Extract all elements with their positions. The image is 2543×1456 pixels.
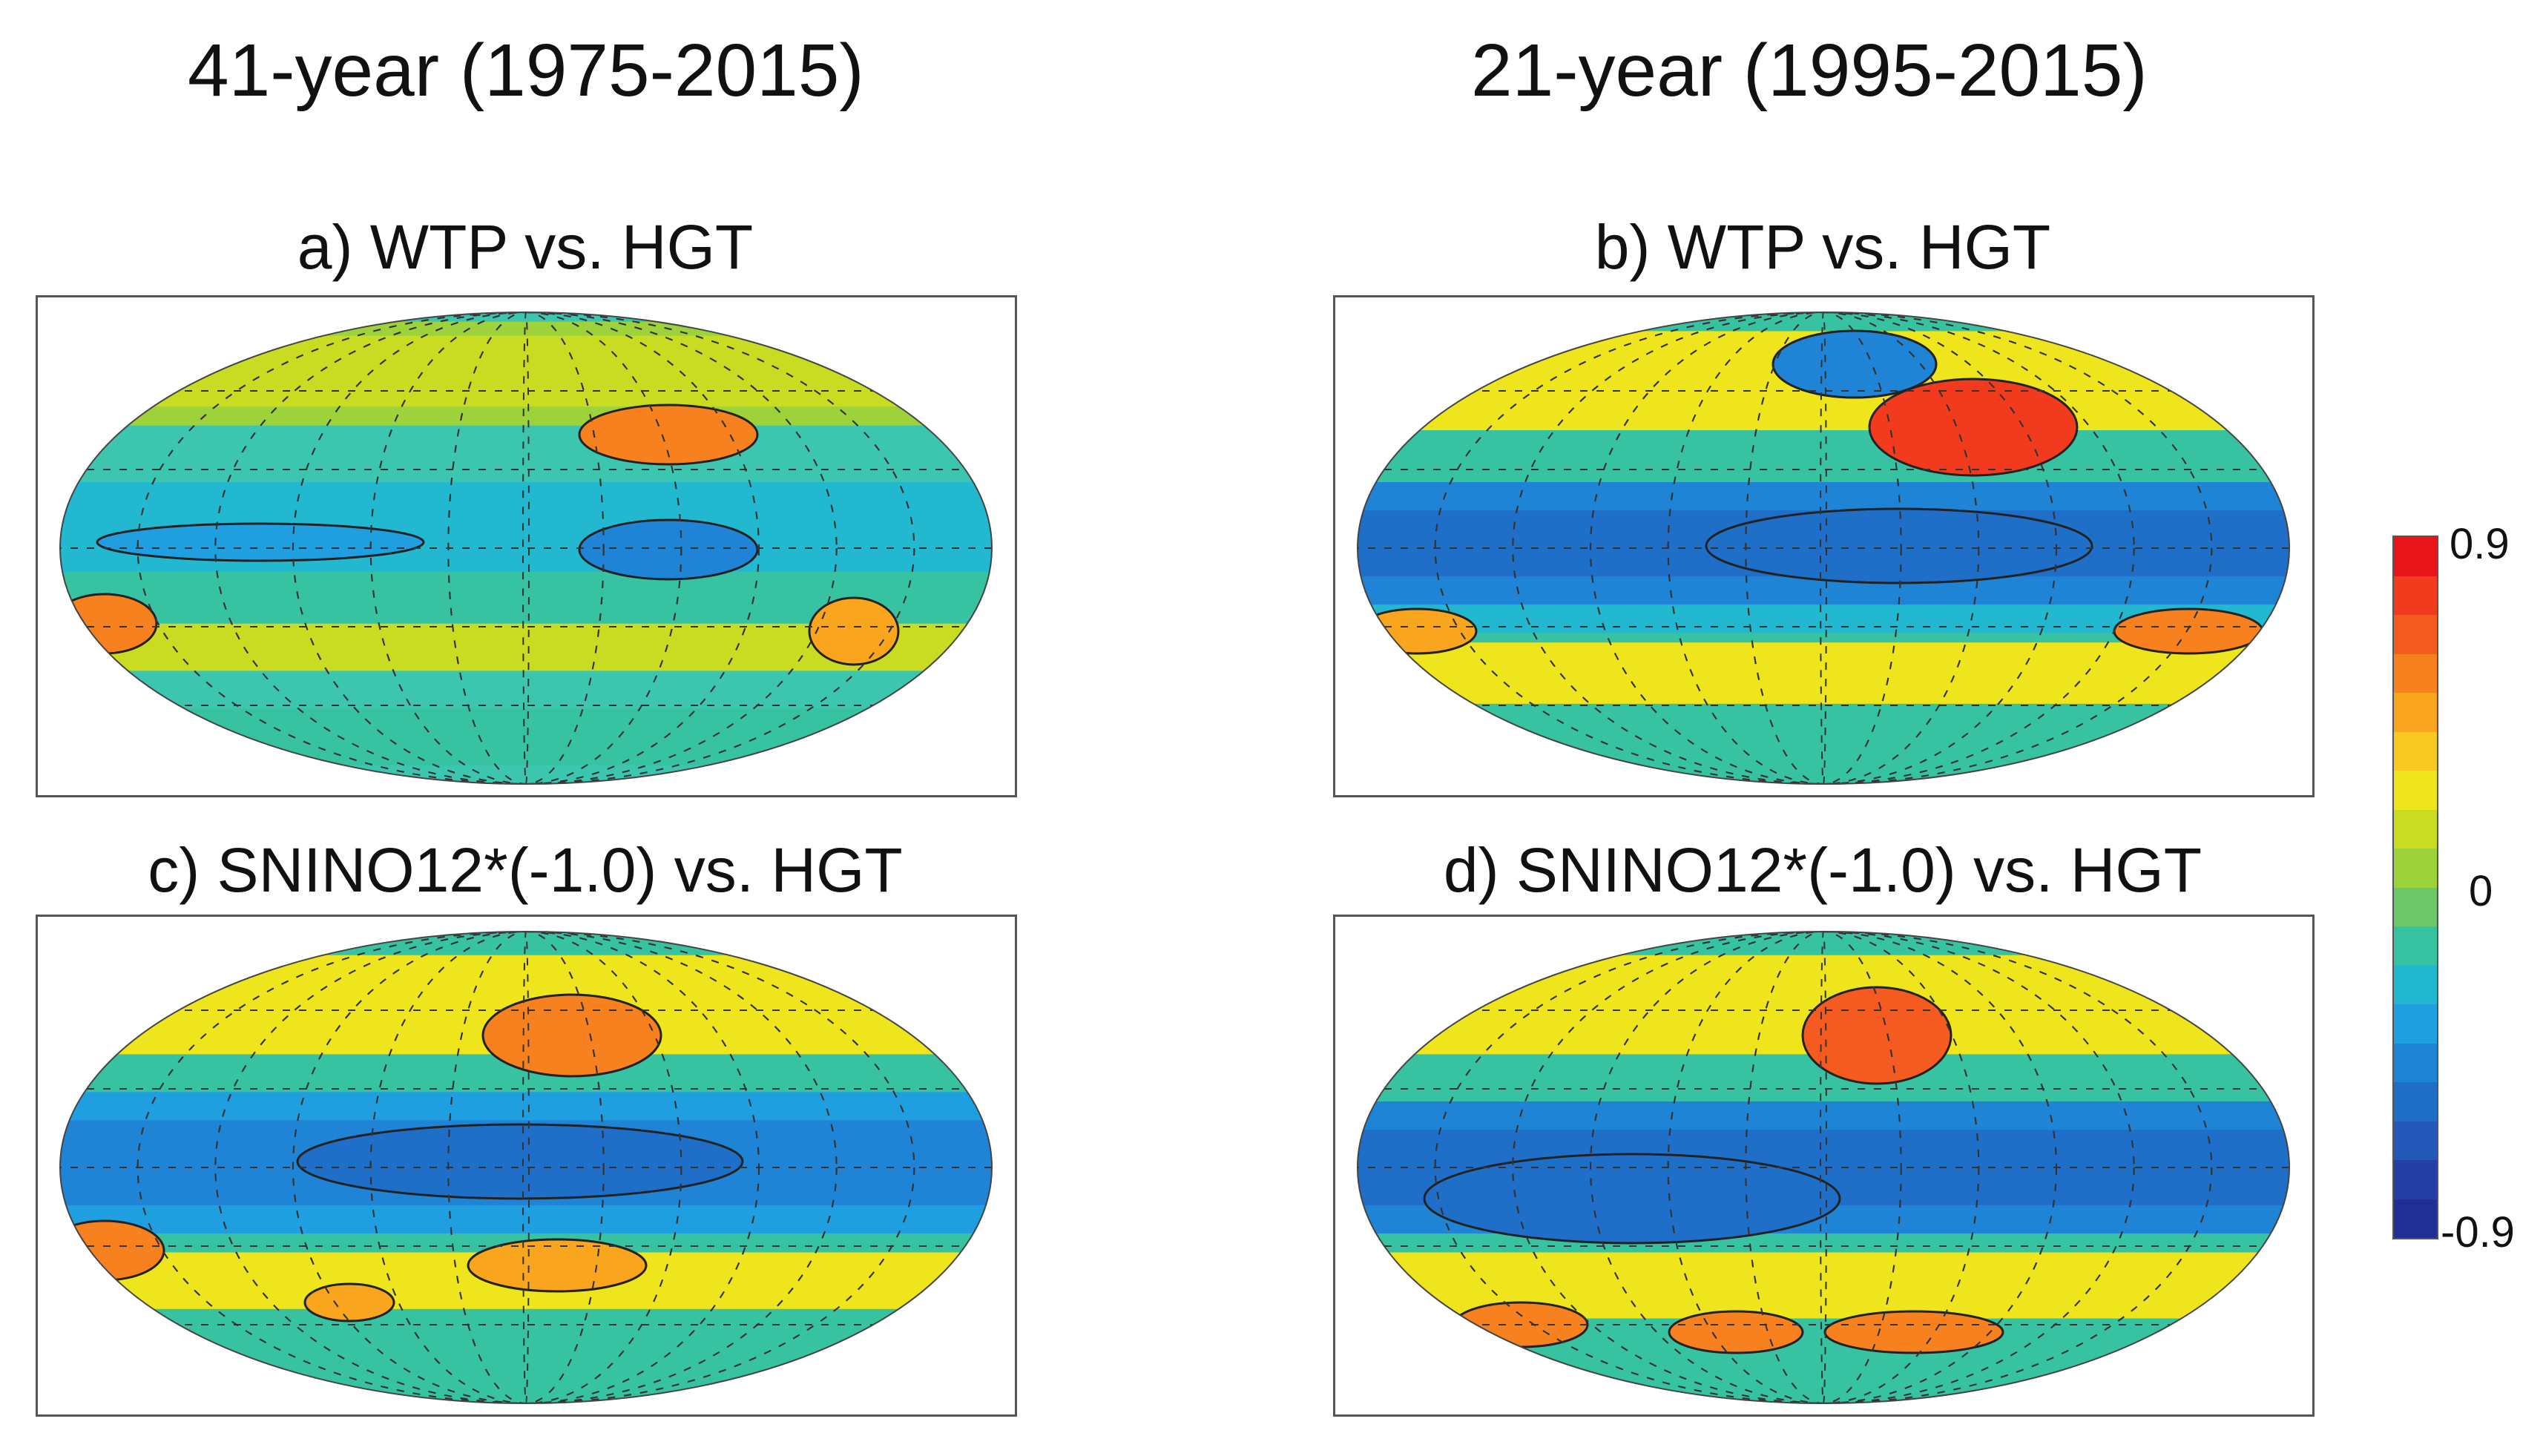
map-meridian (447, 312, 605, 784)
colorbar-segment (2394, 576, 2437, 615)
map-field (1358, 312, 2289, 784)
colorbar-segment (2394, 887, 2437, 926)
colorbar-segment (2394, 615, 2437, 654)
colorbar-segment (2394, 809, 2437, 849)
map-meridian (1590, 932, 2057, 1403)
map-band (1358, 717, 2289, 775)
map-anomaly (2113, 607, 2264, 655)
colorbar-segment (2394, 653, 2437, 693)
panel-title-b: b) WTP vs. HGT (1594, 212, 2051, 282)
panel-title-d: d) SNINO12*(-1.0) vs. HGT (1443, 835, 2202, 905)
map-field (1358, 932, 2289, 1403)
map-meridian (522, 312, 530, 784)
map-anomaly (467, 1238, 648, 1293)
map-meridian (369, 932, 682, 1403)
map-anomaly (2172, 689, 2279, 737)
panel-title-a: a) WTP vs. HGT (297, 212, 754, 282)
map-anomaly (1358, 607, 1478, 655)
colorbar-segment (2394, 1043, 2437, 1082)
map-meridian (1590, 312, 2057, 784)
colorbar-segment (2394, 771, 2437, 810)
map-band (60, 1337, 992, 1394)
map-band (1358, 1337, 2289, 1394)
colorbar-segment (2394, 926, 2437, 966)
map-anomaly (1823, 1310, 2004, 1354)
map-b (1357, 312, 2290, 785)
colorbar-min-label: -0.9 (2441, 1208, 2515, 1256)
map-c (59, 931, 993, 1404)
colorbar-segment (2394, 1121, 2437, 1160)
map-projection-frame (1357, 312, 2290, 785)
map-anomaly (60, 1219, 165, 1282)
map-anomaly (1423, 1153, 1841, 1245)
map-projection-frame (59, 312, 993, 785)
map-a (59, 312, 993, 785)
map-band (60, 335, 992, 407)
map-anomaly (296, 1123, 744, 1200)
colorbar-segment (2394, 1004, 2437, 1044)
colorbar-segment (2394, 693, 2437, 732)
map-meridian (1667, 312, 1980, 784)
map-meridian (1745, 932, 1902, 1403)
map-meridian (214, 312, 838, 784)
map-meridian (1820, 312, 1827, 784)
colorbar-segment (2394, 731, 2437, 771)
map-meridian (522, 932, 530, 1403)
colorbar-segment (2394, 849, 2437, 888)
map-anomaly (1668, 1310, 1804, 1354)
map-meridian (1820, 932, 1827, 1403)
map-projection-frame (59, 931, 993, 1404)
map-meridian (1434, 932, 2213, 1403)
map-band (1358, 642, 2289, 704)
map-meridian (1745, 312, 1902, 784)
map-panel-b (1333, 295, 2315, 797)
map-meridian (447, 932, 605, 1403)
map-anomaly (481, 993, 662, 1078)
map-projection-frame (1357, 931, 2290, 1404)
map-meridian (136, 932, 915, 1403)
map-meridian (136, 312, 915, 784)
map-meridian (1512, 312, 2135, 784)
colorbar-max-label: 0.9 (2450, 520, 2510, 568)
colorbar-segment (2394, 1160, 2437, 1199)
colorbar-segment (2394, 1082, 2437, 1121)
map-meridian (369, 312, 682, 784)
colorbar-segment (2394, 965, 2437, 1004)
map-field (60, 312, 992, 784)
map-panel-c (36, 915, 1017, 1417)
map-meridian (1512, 932, 2135, 1403)
map-panel-d (1333, 915, 2315, 1417)
map-meridian (292, 312, 760, 784)
map-panel-a (36, 295, 1017, 797)
map-band (60, 708, 992, 765)
column-title-21year: 21-year (1995-2015) (1471, 29, 2148, 112)
map-anomaly (303, 1282, 395, 1322)
column-title-41year: 41-year (1975-2015) (188, 29, 864, 112)
map-anomaly (1801, 986, 1953, 1085)
map-meridian (292, 932, 760, 1403)
colorbar-segment (2394, 537, 2437, 576)
map-field (60, 932, 992, 1403)
map-anomaly (96, 522, 425, 562)
map-anomaly (1705, 507, 2093, 584)
map-meridian (1667, 932, 1980, 1403)
colorbar-mid-label: 0 (2469, 867, 2493, 915)
panel-title-c: c) SNINO12*(-1.0) vs. HGT (148, 835, 903, 905)
map-meridian (214, 932, 838, 1403)
map-meridian (1434, 312, 2213, 784)
colorbar-segment (2394, 1199, 2437, 1238)
map-anomaly (60, 593, 158, 655)
map-anomaly (1868, 378, 2079, 477)
map-d (1357, 931, 2290, 1404)
map-anomaly (578, 403, 759, 466)
colorbar (2392, 536, 2438, 1239)
map-anomaly (1771, 329, 1938, 399)
map-anomaly (578, 518, 759, 581)
map-anomaly (808, 596, 900, 666)
